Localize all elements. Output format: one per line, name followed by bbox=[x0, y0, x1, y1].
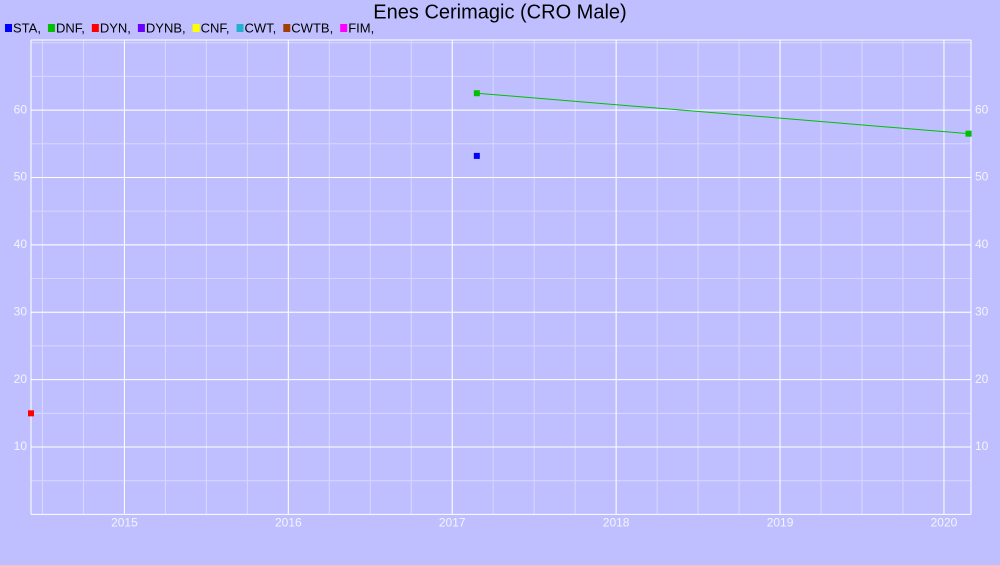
point bbox=[473, 90, 480, 97]
legend-swatch bbox=[340, 24, 348, 32]
point bbox=[965, 130, 972, 137]
legend-label: CWTB, bbox=[291, 20, 333, 35]
y2-tick-label: 30 bbox=[975, 304, 989, 318]
legend-label: DYN, bbox=[100, 20, 131, 35]
legend-label: CWT, bbox=[245, 20, 277, 35]
legend-swatch bbox=[137, 24, 145, 32]
x-tick-label: 2019 bbox=[767, 516, 794, 530]
y-tick-label: 50 bbox=[14, 170, 28, 184]
y-tick-label: 40 bbox=[14, 237, 28, 251]
legend-swatch bbox=[47, 24, 55, 32]
legend-swatch bbox=[91, 24, 99, 32]
x-tick-label: 2020 bbox=[931, 516, 958, 530]
legend-label: DYNB, bbox=[146, 20, 186, 35]
legend-label: FIM, bbox=[348, 20, 374, 35]
y-tick-label: 30 bbox=[14, 304, 28, 318]
legend-swatch bbox=[5, 24, 12, 32]
y2-tick-label: 60 bbox=[975, 102, 989, 116]
legend-swatch bbox=[192, 24, 200, 32]
x-tick-label: 2016 bbox=[275, 516, 302, 530]
y2-tick-label: 40 bbox=[975, 237, 989, 251]
legend-swatch bbox=[283, 24, 291, 32]
point bbox=[473, 152, 480, 159]
legend-swatch bbox=[236, 24, 244, 32]
y2-tick-label: 50 bbox=[975, 170, 989, 184]
y2-tick-label: 10 bbox=[975, 439, 989, 453]
legend-label: STA, bbox=[13, 20, 41, 35]
chart-title: Enes Cerimagic (CRO Male) bbox=[373, 1, 626, 23]
legend-label: CNF, bbox=[201, 20, 230, 35]
y-tick-label: 20 bbox=[14, 372, 28, 386]
series-line bbox=[476, 92, 969, 135]
y-tick-label: 60 bbox=[14, 102, 28, 116]
x-tick-label: 2015 bbox=[111, 516, 138, 530]
point bbox=[28, 410, 34, 417]
x-tick-label: 2017 bbox=[439, 516, 466, 530]
y-tick-label: 10 bbox=[14, 439, 28, 453]
y2-tick-label: 20 bbox=[975, 372, 989, 386]
legend-label: DNF, bbox=[56, 20, 85, 35]
x-tick-label: 2018 bbox=[603, 516, 630, 530]
